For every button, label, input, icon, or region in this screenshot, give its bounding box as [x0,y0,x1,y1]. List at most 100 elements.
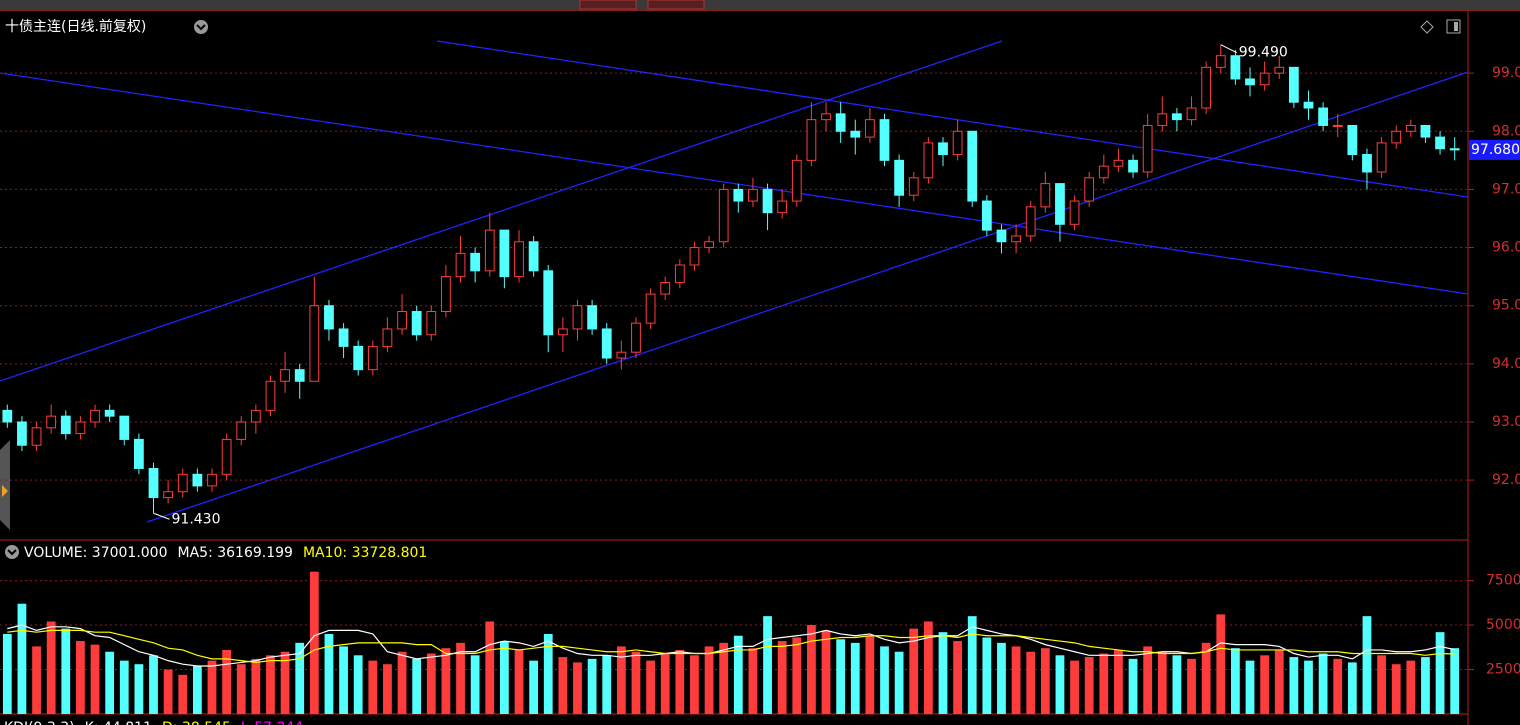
chart-title: 十债主连(日线.前复权) [5,18,146,35]
candle-body [865,119,875,138]
volume-bar [1099,653,1109,714]
window-icon[interactable] [1446,19,1461,34]
candle-body [236,421,247,440]
candle-body [894,159,905,196]
candle-body [1157,113,1168,126]
volume-menu-icon[interactable] [5,545,19,559]
candle-body [426,311,437,336]
candle-body [90,409,100,423]
volume-bar [514,649,524,714]
volume-bar [353,655,363,714]
candle-body [1142,124,1153,173]
volume-bar [178,674,188,714]
candle-body [1040,183,1051,208]
menu-tab[interactable] [579,0,637,10]
candle-body [1362,154,1372,173]
y-tick-label: 96.0 [1492,240,1520,256]
volume-bar [149,655,158,714]
candle-body [1405,124,1416,132]
volume-bar [894,651,904,714]
trend-line [0,72,1469,295]
volume-bar [602,655,612,714]
candle-body [996,229,1007,243]
candle-body [280,369,290,382]
volume-bar [631,651,641,714]
menu-tab[interactable] [647,0,705,10]
volume-bar [719,642,729,714]
candle-body [967,130,978,202]
volume-bar [1040,648,1050,714]
candle-body [207,473,217,487]
volume-bar [76,641,85,714]
y-tick-label: 25000 [1486,662,1520,678]
side-tab[interactable] [0,440,10,530]
volume-bar [1450,648,1460,714]
candle-body [850,130,861,138]
volume-bar [192,665,202,714]
volume-bar [777,641,787,714]
candle-body [104,409,115,417]
volume-bar [1391,664,1401,714]
candle-body [1245,78,1255,86]
trend-lines [0,40,1469,523]
volume-bar [543,633,553,714]
volume-bar [1435,632,1445,714]
candle-body [1420,124,1431,138]
menu-bar[interactable] [0,0,1520,10]
title-menu-icon[interactable] [194,20,208,34]
volume-bar [690,655,699,714]
volume-bar [485,621,495,714]
volume-bar [646,660,655,714]
volume-bar [324,633,334,714]
diamond-icon[interactable] [1420,20,1434,34]
candle-body [1332,124,1343,127]
candle-body [1288,66,1299,103]
volume-bar [1377,655,1386,714]
legend-entry: VOLUME: 37001.000 [24,545,168,561]
annotation-label: 99.490 [1239,45,1288,61]
candle-body [514,241,524,278]
candle-body [1259,72,1270,86]
volume-bar [1406,660,1416,714]
volume-bar [1333,658,1343,714]
candle-body [1215,55,1226,68]
volume-bar [90,644,100,714]
candle-body [148,467,159,499]
candle-body [704,241,714,249]
candle-body [1084,177,1095,202]
candle-body [192,473,203,487]
y-tick-label: 93.0 [1492,414,1520,430]
volume-bar [1055,655,1065,714]
volume-bar [309,571,319,714]
candle-body [1274,66,1285,74]
kdj-legend-entry: K: 44.811 [85,720,152,725]
volume-bar [573,662,582,714]
volume-bar [1011,646,1021,714]
volume-bar [397,651,407,714]
last-price-label: 97.680 [1471,142,1520,158]
volume-bar [1231,648,1240,714]
volume-bar [280,651,290,714]
candle-body [1128,159,1138,173]
volume-bar [660,653,670,714]
volume-bar [763,616,772,714]
volume-bar [733,635,743,714]
candle-body [1113,159,1124,167]
volume-bar [1026,651,1036,714]
volume-bar [836,639,846,714]
candle-body [441,276,451,313]
volume-bar [368,660,378,714]
candle-body [397,311,407,330]
y-tick-label: 92.0 [1492,472,1520,488]
y-tick-label: 95.0 [1492,298,1520,314]
volume-bar [32,646,41,714]
volume-bar [222,649,231,714]
volume-bar [236,664,246,714]
kdj-legend-entry: KDJ(9,3,3) [4,720,75,725]
volume-bar [1318,653,1328,714]
candle-body [616,351,627,359]
candle-body [484,229,495,272]
kdj-legend-entry: D: 38.545 [162,720,231,725]
chevron [7,549,17,556]
ma-line [7,629,1455,664]
